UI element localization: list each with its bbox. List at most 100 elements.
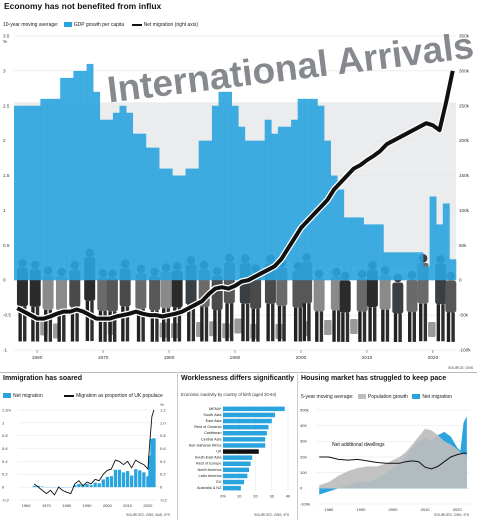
- y-right-tick-label: 0.4: [160, 459, 166, 464]
- category-label: MENA*: [209, 407, 222, 411]
- gdp-bar: [185, 168, 193, 281]
- worklessness-plot: 0% 10 20 30 40 MENA* South Asia East Asia Rest o…: [189, 406, 291, 498]
- person-body: [160, 272, 172, 309]
- y-tick-label: 0: [300, 486, 303, 491]
- gdp-bar: [376, 224, 384, 281]
- person-leg: [191, 304, 196, 342]
- proportion-legend-line: [64, 394, 75, 397]
- person-leg: [204, 307, 209, 342]
- gdp-bar: [264, 119, 272, 281]
- net-migration-legend-label: Net migration: [13, 393, 43, 399]
- net-migration-bar: [109, 476, 114, 488]
- y-right-tick-label: 1.0: [160, 420, 166, 425]
- person-leg: [423, 303, 428, 342]
- person-leg: [277, 305, 282, 342]
- x-tick-label: 2000: [103, 503, 113, 508]
- category-label: Australia & NZ: [197, 486, 222, 490]
- y-left-tick-label: 0: [3, 278, 6, 283]
- panel-divider-1: [177, 374, 178, 520]
- person-leg: [98, 311, 103, 342]
- net-migration-bar: [77, 483, 81, 488]
- gdp-bar: [73, 70, 81, 281]
- x-tick-label: 2010: [123, 503, 133, 508]
- category-label: Sub-Saharan Africa: [189, 443, 223, 447]
- person-leg: [90, 300, 94, 342]
- y-left-tick-label: 0.8: [2, 433, 8, 438]
- person-leg: [256, 308, 260, 342]
- housing-legend-prefix: 5-year moving average:: [301, 394, 354, 400]
- y-right-tick-label: -50k: [459, 313, 469, 318]
- gdp-bar: [363, 224, 371, 281]
- gdp-bar: [244, 140, 252, 281]
- gdp-bar: [106, 119, 114, 281]
- immigration-plot: 1.2m 1.2 1 1.0 0.8 0.8 0.6 0.6 0.4 0.4 0.2 0.2 0 0 -0.…: [2, 402, 168, 508]
- y-tick-label: 100: [300, 470, 307, 475]
- worklessness-source: SOURCES: ONS, IFS: [254, 513, 290, 517]
- person-body: [339, 280, 351, 313]
- y-left-tick-label: 0.4: [2, 459, 8, 464]
- inactivity-bar: [223, 449, 259, 454]
- person-leg: [282, 305, 286, 342]
- gdp-bar: [172, 175, 180, 281]
- person-body: [445, 280, 457, 313]
- x-tick-label: 1960: [32, 355, 43, 361]
- inactivity-bar: [223, 461, 251, 466]
- category-label: Rest of Europe: [196, 462, 221, 466]
- person-leg: [245, 303, 250, 342]
- gdp-bar: [198, 140, 206, 281]
- inactivity-bar: [223, 412, 275, 418]
- gdp-bar: [350, 217, 358, 281]
- x-tick-label: 1970: [98, 355, 109, 361]
- person-leg: [451, 312, 455, 342]
- migration-line-path: [16, 70, 455, 321]
- y-right-tick-label: 0: [160, 485, 163, 490]
- person-leg: [398, 313, 402, 343]
- gdp-bar: [218, 91, 226, 281]
- inactivity-bar: [223, 406, 285, 412]
- y-right-tick-label: 150k: [459, 173, 470, 178]
- gdp-bar: [383, 252, 391, 281]
- x-tick-label: 2020: [453, 507, 463, 512]
- immigration-legend: Net migration Migration as proportion of…: [3, 393, 163, 399]
- gdp-bar: [165, 168, 173, 281]
- proportion-line: [33, 409, 155, 496]
- migration-legend-label: Net migration (right axis): [143, 22, 199, 28]
- x-tick-label: 10: [237, 493, 242, 498]
- gdp-bar: [60, 77, 68, 281]
- y-left-tick-label: 2.5: [3, 103, 10, 108]
- gdp-bar: [14, 105, 21, 281]
- net-migration-bar: [130, 475, 134, 488]
- person-body: [406, 279, 418, 313]
- housing-title: Housing market has struggled to keep pac…: [301, 375, 447, 382]
- gdp-bar: [27, 105, 35, 281]
- y-right-tick-label: 100k: [459, 208, 470, 213]
- x-tick-label: 1980: [164, 355, 175, 361]
- person-body: [149, 276, 161, 311]
- gdp-bar: [139, 133, 147, 281]
- category-label: Central Asia: [201, 437, 222, 441]
- net-migration-swatch: [3, 393, 11, 399]
- gdp-bar: [324, 140, 331, 281]
- worklessness-subtitle: Economic inactivity by country of birth …: [181, 392, 277, 397]
- gdp-bar: [159, 168, 167, 281]
- gdp-bar: [390, 252, 397, 281]
- y-tick-label: -100k: [300, 501, 310, 506]
- net-migration-bar: [89, 485, 93, 488]
- net-migration-bar: [121, 472, 126, 488]
- migration-line: [15, 70, 456, 322]
- person-leg: [162, 308, 166, 342]
- person-body: [135, 273, 147, 309]
- category-label: Rest of Oceania: [194, 425, 222, 429]
- x-tick-label: 1980: [324, 507, 334, 512]
- person-body: [313, 278, 325, 312]
- y-left-tick-label: 0.5: [3, 243, 10, 248]
- gdp-bar: [79, 70, 87, 281]
- person-body: [250, 273, 262, 309]
- person-leg: [385, 309, 390, 342]
- housing-chart: 500k 400 300 200 100 0 -100k 1980 1990 2000 2010 20…: [300, 407, 470, 512]
- gdp-legend-swatch: [63, 22, 72, 28]
- worklessness-title: Worklessness differs significantly: [181, 375, 295, 382]
- person-body: [55, 276, 67, 311]
- housing-net-legend-label: Net migration: [422, 394, 453, 400]
- gdp-bar: [370, 224, 378, 281]
